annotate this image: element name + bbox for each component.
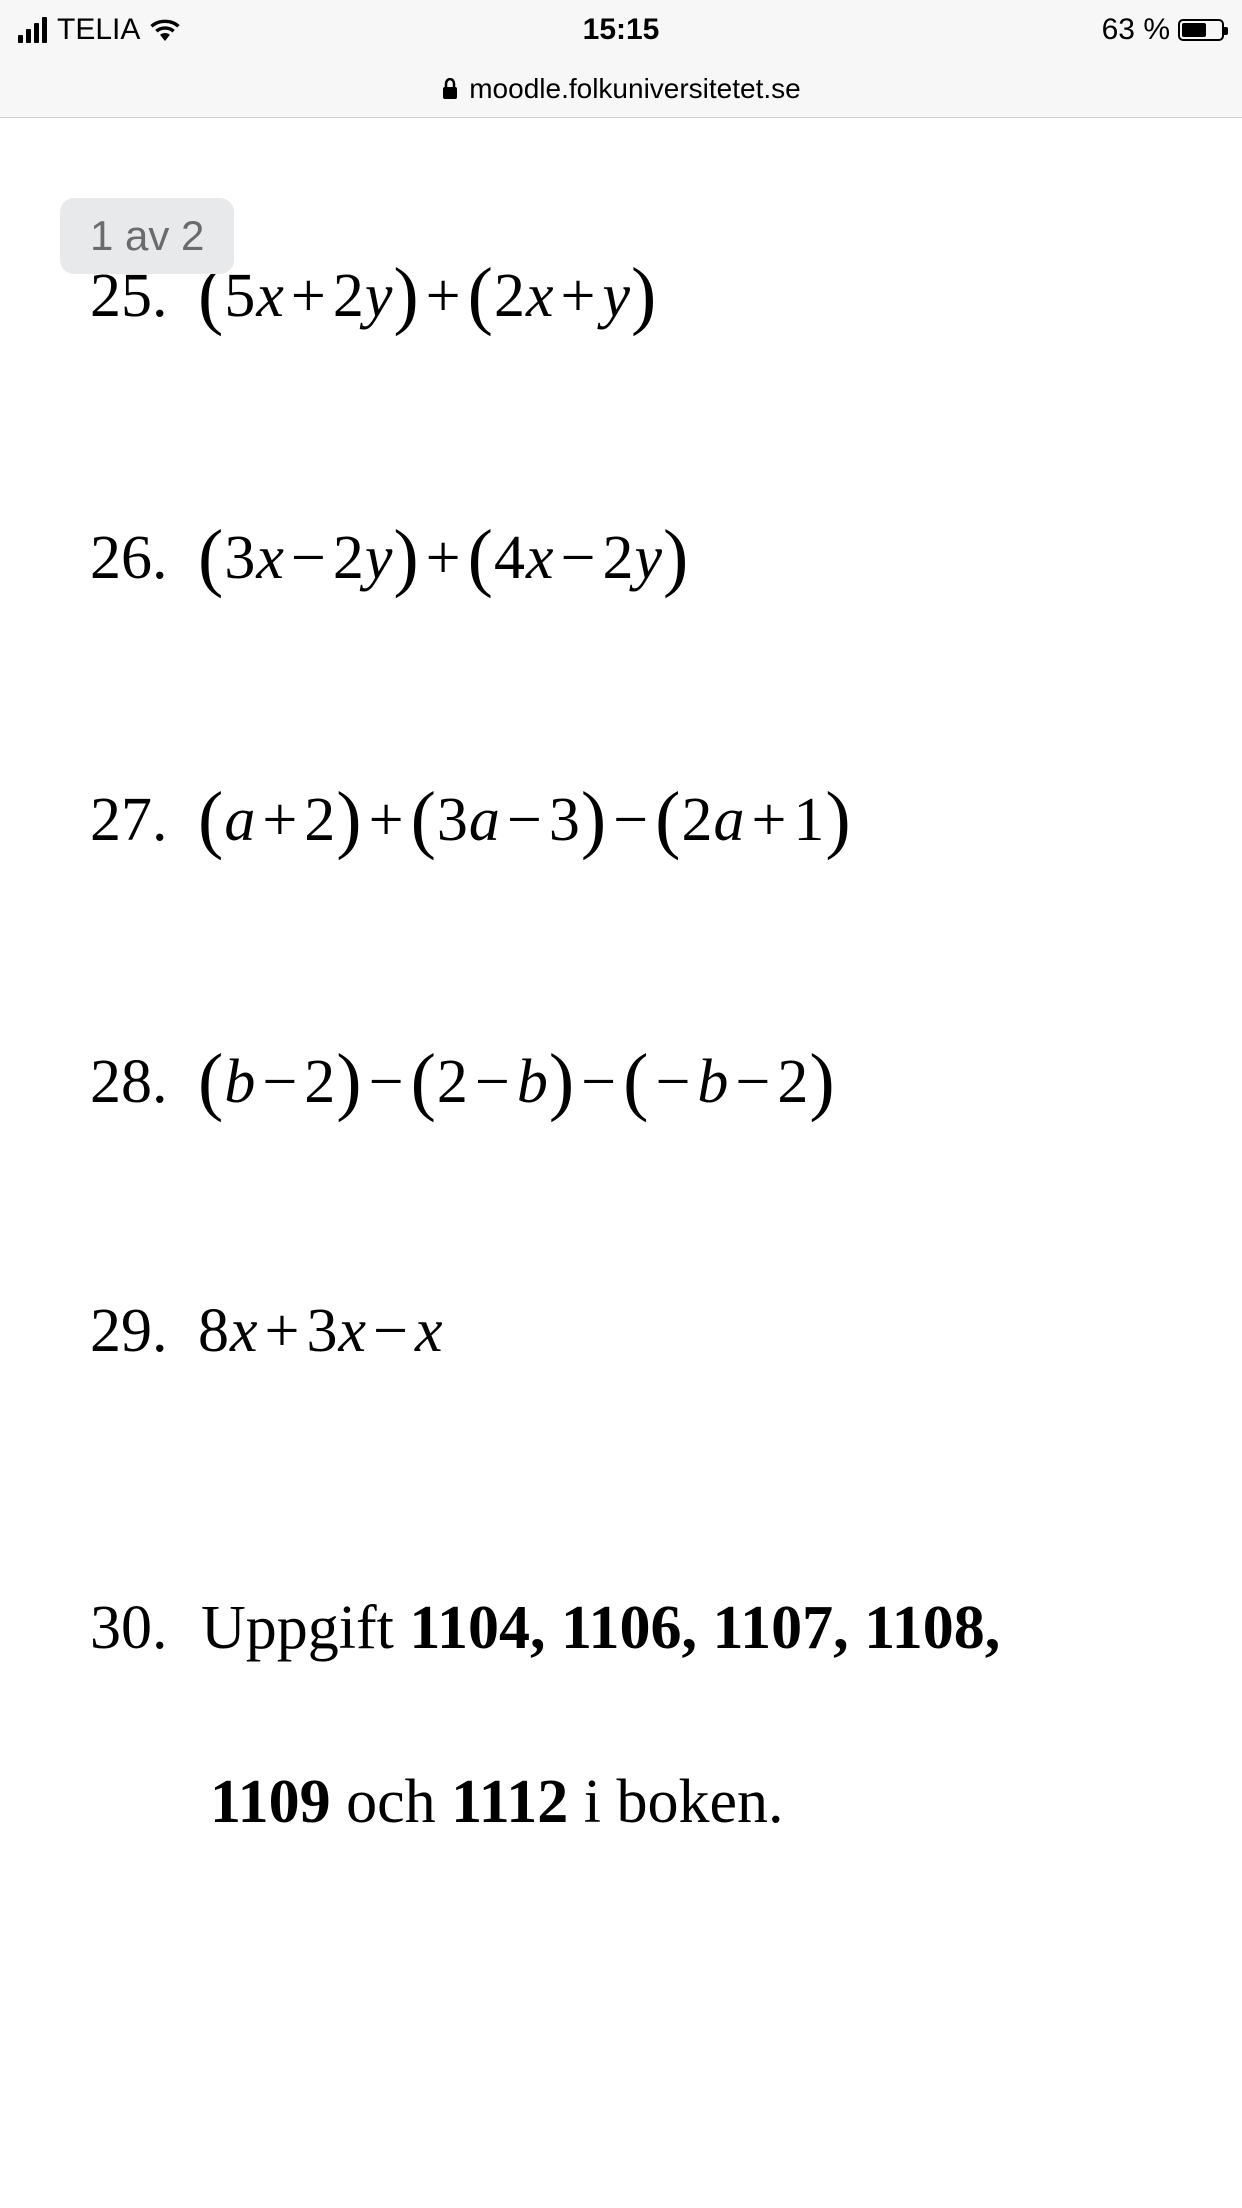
status-right: 63 % <box>1102 13 1224 47</box>
wifi-icon <box>150 19 180 41</box>
problem-26: 26. (3x−2y)+(4x−2y) <box>90 510 1152 597</box>
problem-28: 28. (b−2)−(2−b)−(−b−2) <box>90 1034 1152 1121</box>
problem-expression: (b−2)−(2−b)−(−b−2) <box>198 1034 836 1121</box>
problem-29: 29. 8x+3x−x <box>90 1296 1152 1367</box>
page-content[interactable]: 1 av 2 25. (5x+2y)+(2x+y) 26. (3x−2y)+(4… <box>0 118 1242 1889</box>
problem-30: 30. Uppgift 1104, 1106, 1107, 1108, 1109… <box>90 1542 1152 1889</box>
problem-25: 25. (5x+2y)+(2x+y) <box>90 248 1152 335</box>
problem-number: 28. <box>90 1047 180 1118</box>
problem-expression: (3x−2y)+(4x−2y) <box>198 510 689 597</box>
problem-expression: (a+2)+(3a−3)−(2a+1) <box>198 772 852 859</box>
battery-fill <box>1182 23 1206 37</box>
status-left: TELIA <box>18 13 180 47</box>
battery-icon <box>1178 19 1224 41</box>
problem-number: 27. <box>90 785 180 856</box>
signal-bars-icon <box>18 17 47 43</box>
problem-27: 27. (a+2)+(3a−3)−(2a+1) <box>90 772 1152 859</box>
problem-bold-2: 1109 <box>210 1768 331 1836</box>
problem-bold-1: 1104, 1106, 1107, 1108, <box>409 1594 1000 1662</box>
problem-bold-3: 1112 <box>451 1768 568 1836</box>
problem-number: 29. <box>90 1296 180 1367</box>
status-bar: TELIA 15:15 63 % <box>0 0 1242 60</box>
problem-expression: 8x+3x−x <box>198 1296 444 1367</box>
page-indicator: 1 av 2 <box>60 198 234 274</box>
url-domain: moodle.folkuniversitetet.se <box>469 73 801 105</box>
problem-number: 26. <box>90 523 180 594</box>
problem-number: 30. <box>90 1594 168 1662</box>
battery-percent-label: 63 % <box>1102 13 1170 47</box>
lock-icon <box>441 78 459 100</box>
problem-text-prefix: Uppgift <box>201 1594 409 1662</box>
problem-expression: (5x+2y)+(2x+y) <box>198 248 657 335</box>
problem-mid: och <box>331 1768 452 1836</box>
problem-suffix: i boken. <box>568 1768 783 1836</box>
url-bar[interactable]: moodle.folkuniversitetet.se <box>0 60 1242 118</box>
status-time: 15:15 <box>583 13 660 47</box>
carrier-label: TELIA <box>57 13 140 47</box>
